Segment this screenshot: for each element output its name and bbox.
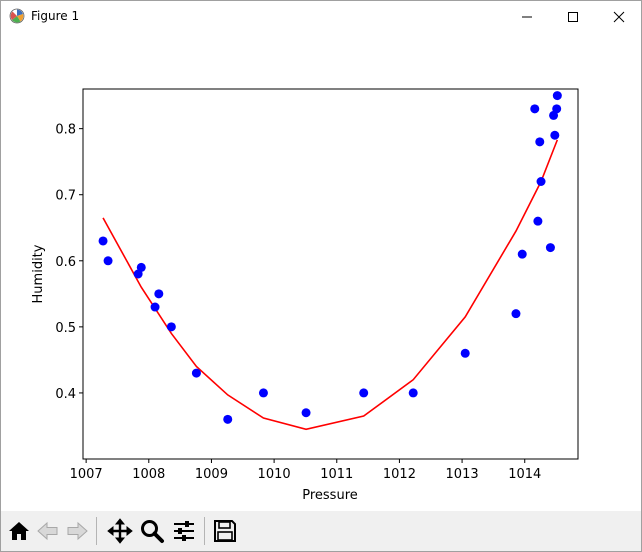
figure-canvas[interactable]: 1007 1008 1009 1010 1011 1012 1013 1014 0.4 0.5 0… [1, 32, 641, 511]
back-button[interactable] [35, 518, 61, 544]
pan-button[interactable] [107, 518, 133, 544]
configure-subplots-button[interactable] [171, 518, 197, 544]
scatter-point [517, 249, 527, 259]
x-tick-label: 1012 [383, 467, 416, 482]
title-bar[interactable]: Figure 1 [1, 1, 641, 32]
y-tick-label: 0.7 [55, 189, 76, 204]
scatter-point [550, 130, 560, 140]
minimize-button[interactable] [504, 1, 550, 32]
forward-button[interactable] [64, 518, 90, 544]
fit-line-series [102, 139, 559, 431]
scatter-plot: 1007 1008 1009 1010 1011 1012 1013 1014 0.40.50… [31, 88, 579, 503]
scatter-point [530, 104, 540, 114]
y-tick-label: 0.6 [55, 255, 76, 270]
maximize-button[interactable] [550, 1, 596, 32]
scatter-point [150, 302, 160, 312]
scatter-point [191, 368, 201, 378]
toolbar-separator [204, 517, 205, 545]
zoom-button[interactable] [139, 518, 165, 544]
scatter-point [533, 216, 543, 226]
scatter-point [223, 414, 233, 424]
scatter-point [552, 91, 562, 101]
scatter-point [301, 408, 311, 418]
scatter-point [136, 262, 146, 272]
y-axis-ticks: 0.4 0.5 0.6 0.7 0.8 [55, 123, 83, 402]
toolbar-separator [96, 517, 97, 545]
scatter-point [552, 104, 562, 114]
scatter-point [359, 388, 369, 398]
scatter-point [460, 348, 470, 358]
x-axis-ticks: 1007 1008 1009 1010 1011 1012 1013 1014 [70, 459, 541, 482]
x-tick-label: 1013 [446, 467, 479, 482]
y-tick-label: 0.5 [55, 321, 76, 336]
close-icon [613, 11, 625, 23]
maximize-icon [568, 12, 578, 22]
zoom-icon [141, 520, 164, 543]
scatter-point [535, 137, 545, 147]
x-tick-label: 1014 [508, 467, 541, 482]
window-title: Figure 1 [31, 9, 80, 23]
x-tick-label: 1008 [132, 467, 165, 482]
y-tick-label: 0.8 [55, 123, 76, 138]
matplotlib-app-icon [9, 8, 25, 24]
scatter-point [408, 388, 418, 398]
scatter-point [545, 243, 555, 253]
y-tick-label: 0.4 [55, 387, 76, 402]
y-axis-label: Humidity [31, 244, 46, 303]
x-tick-label: 1007 [70, 467, 103, 482]
axes-frame [82, 88, 579, 460]
close-button[interactable] [596, 1, 642, 32]
x-tick-label: 1011 [320, 467, 353, 482]
scatter-point [103, 256, 113, 266]
forward-icon [67, 521, 88, 541]
home-icon [9, 522, 29, 540]
save-icon [214, 520, 236, 542]
scatter-point [536, 177, 546, 186]
scatter-point [511, 309, 521, 319]
x-axis-label: Pressure [302, 488, 358, 503]
home-button[interactable] [6, 518, 32, 544]
scatter-point [98, 236, 108, 246]
back-icon [37, 521, 58, 541]
navigation-toolbar [1, 511, 641, 551]
x-tick-label: 1009 [195, 467, 228, 482]
fit-line [102, 139, 559, 431]
scatter-point [154, 289, 164, 299]
pan-icon [107, 518, 133, 544]
scatter-point [166, 322, 176, 332]
x-tick-label: 1010 [258, 467, 291, 482]
minimize-icon [522, 16, 532, 18]
save-button[interactable] [212, 518, 238, 544]
scatter-point [258, 388, 268, 398]
scatter-series [98, 91, 562, 424]
configure-subplots-icon [174, 521, 194, 541]
